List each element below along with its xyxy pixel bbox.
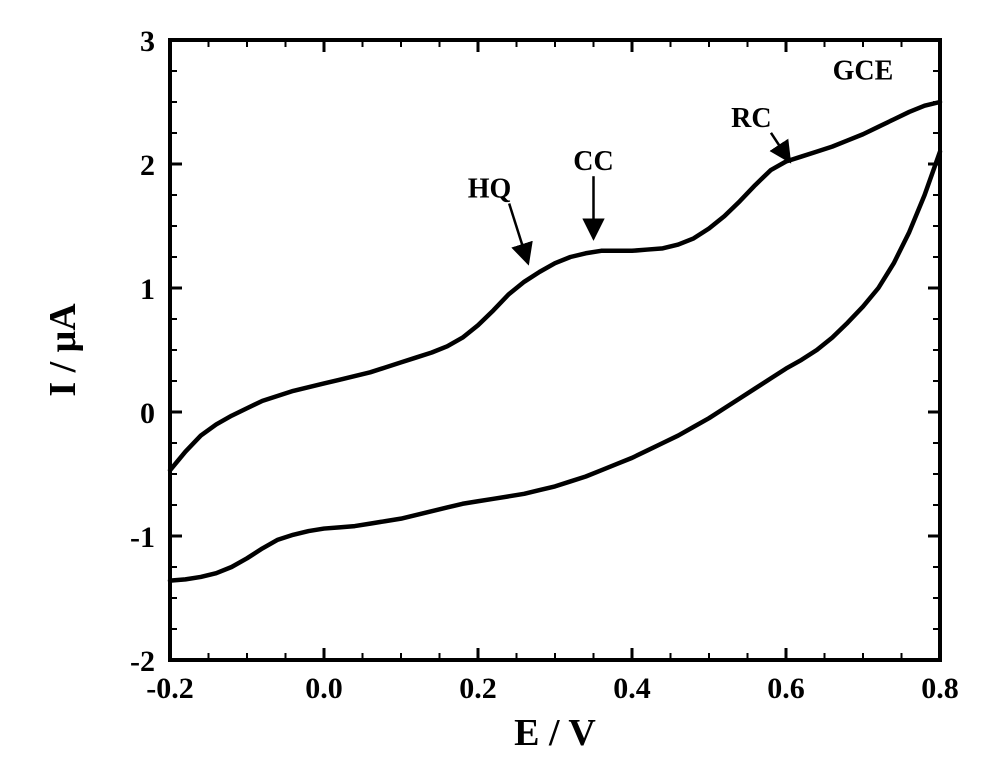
x-tick-label: 0.8 [921,672,959,705]
y-tick-label: -1 [130,521,155,554]
x-tick-label: 0.0 [305,672,343,705]
x-tick-label: 0.6 [767,672,805,705]
plot-area [170,40,940,660]
chart-svg: -0.20.00.20.40.60.8-2-10123E / VI / μAHQ… [0,0,1000,784]
y-tick-label: 0 [140,397,155,430]
x-tick-label: 0.2 [459,672,497,705]
y-tick-label: 3 [140,25,155,58]
y-axis-label: I / μA [42,303,84,397]
annotation-arrow-rc [771,133,790,162]
annotation-arrow-hq [509,203,528,263]
series-reverse [170,152,940,581]
cv-chart: -0.20.00.20.40.60.8-2-10123E / VI / μAHQ… [0,0,1000,784]
y-tick-label: 1 [140,273,155,306]
x-axis-label: E / V [514,712,596,754]
y-tick-label: 2 [140,149,155,182]
y-tick-label: -2 [130,645,155,678]
annotation-rc: RC [731,103,771,134]
annotation-cc: CC [573,146,613,177]
annotation-gce: GCE [833,56,894,87]
annotation-hq: HQ [468,173,512,204]
x-tick-label: 0.4 [613,672,651,705]
series-forward [170,102,940,470]
